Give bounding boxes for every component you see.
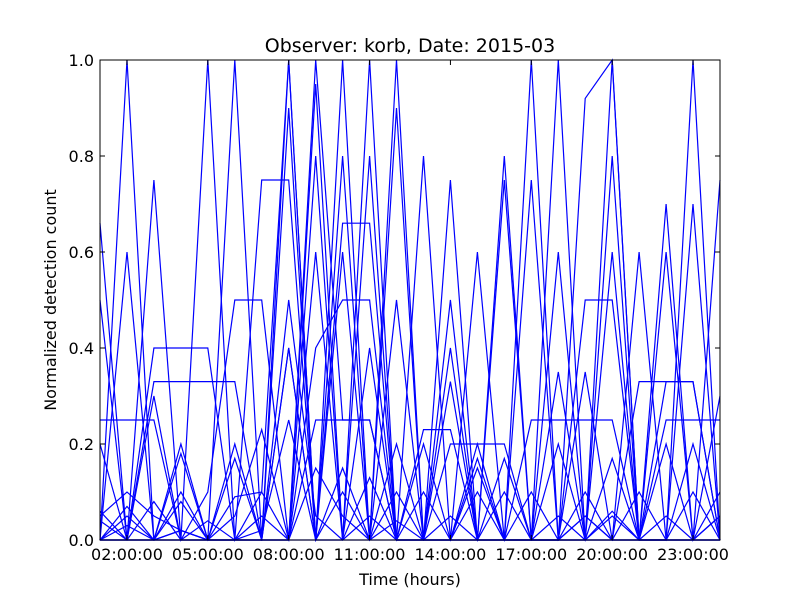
x-tick-label: 20:00:00 [576,545,648,564]
y-tick-label: 0.6 [69,243,94,262]
y-tick-label: 0.0 [69,531,94,550]
y-axis-ticks: 0.0 0.2 0.4 0.6 0.8 1.0 [69,51,720,550]
x-tick-label: 08:00:00 [253,545,325,564]
x-tick-label: 05:00:00 [172,545,244,564]
y-tick-label: 0.4 [69,339,94,358]
x-axis-ticks: 02:00:00 05:00:00 08:00:00 11:00:00 14:00:00… [91,60,729,564]
chart-title: Observer: korb, Date: 2015-03 [265,35,555,57]
x-tick-label: 17:00:00 [495,545,567,564]
x-tick-label: 11:00:00 [334,545,406,564]
series-line-5 [99,371,721,543]
y-tick-label: 0.2 [69,435,94,454]
series-line-8 [99,59,721,542]
y-tick-label: 1.0 [69,51,94,70]
plot-frame [99,59,721,541]
x-tick-label: 14:00:00 [415,545,487,564]
x-tick-label: 23:00:00 [657,545,729,564]
x-axis-label: Time (hours) [358,570,461,589]
y-axis-label: Normalized detection count [41,189,60,411]
y-tick-label: 0.8 [69,147,94,166]
x-tick-label: 02:00:00 [91,545,163,564]
series-line-10 [99,466,721,542]
